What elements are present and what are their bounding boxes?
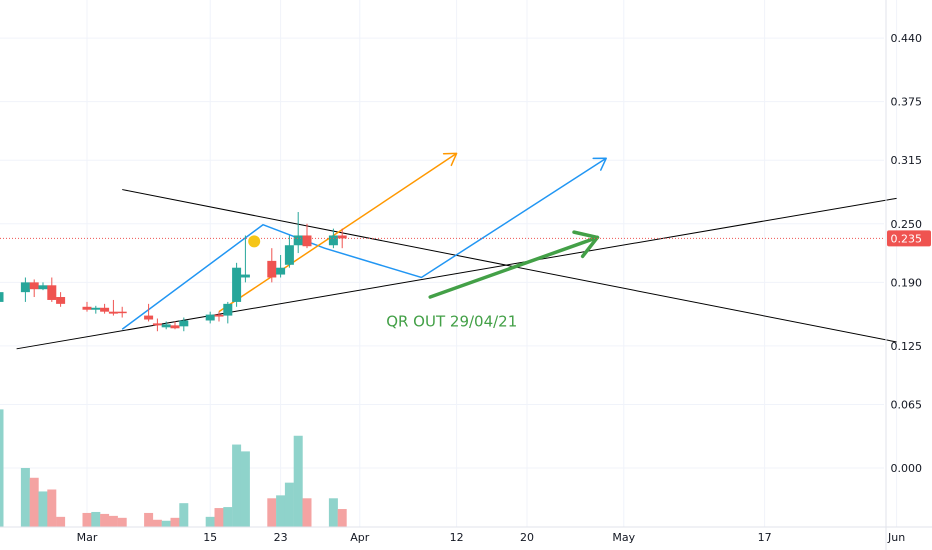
volume-bar	[47, 489, 57, 527]
time-tick-label: 15	[203, 531, 217, 544]
candle-body	[0, 292, 4, 302]
volume-bar	[205, 516, 215, 527]
candle-body	[117, 311, 127, 314]
candle-body	[144, 315, 154, 320]
blue-projection-path[interactable]	[121, 157, 607, 330]
volume-bar	[276, 495, 286, 527]
candle-body	[232, 267, 242, 302]
candles	[0, 212, 347, 332]
volume-bar	[240, 451, 250, 527]
volume-bar	[29, 477, 39, 527]
volume-bar	[337, 509, 347, 527]
volume-bar	[284, 482, 294, 527]
candle-body	[170, 325, 180, 329]
volume-bar	[328, 498, 338, 527]
time-tick-label: 12	[450, 531, 464, 544]
price-tick-label: 0.125	[891, 340, 923, 353]
candle-body	[20, 282, 30, 293]
last-price-tag: 0.235	[887, 230, 931, 247]
candle-body	[205, 314, 215, 321]
candle-body	[91, 307, 101, 310]
projection-paths[interactable]	[121, 152, 607, 330]
price-tick-label: 0.440	[891, 32, 923, 45]
volume-bar	[161, 520, 171, 527]
candle-body	[223, 303, 233, 316]
candle-body	[267, 260, 277, 278]
annotations: QR OUT 29/04/21	[386, 312, 517, 330]
time-axis[interactable]: Mar 15 23 Apr 12 20 May 17 Jun	[0, 526, 932, 544]
candle-body	[302, 235, 312, 247]
candle-body	[108, 311, 118, 314]
price-tick-label: 0.065	[891, 398, 923, 411]
volume-bars	[0, 409, 347, 527]
candle-body	[240, 274, 250, 278]
candle-body	[337, 235, 347, 239]
candle-body	[328, 235, 338, 246]
candle-body	[214, 314, 224, 317]
candle-body	[100, 307, 110, 312]
candle-body	[161, 324, 171, 328]
volume-bar	[223, 507, 233, 527]
volume-bar	[82, 512, 92, 527]
volume-bar	[152, 519, 162, 527]
candle-body	[276, 267, 286, 275]
signal-dot	[248, 235, 261, 248]
last-price-tag-bg	[887, 230, 931, 247]
volume-bar	[56, 516, 66, 527]
price-axis[interactable]: 0.440 0.375 0.315 0.250 0.190 0.125 0.065 0.000	[885, 0, 923, 550]
candle-body	[179, 320, 189, 327]
volume-bar	[170, 517, 180, 527]
time-tick-label: Apr	[350, 531, 370, 544]
volume-bar	[302, 498, 312, 527]
volume-bar	[232, 444, 242, 527]
volume-bar	[100, 513, 110, 527]
candle-body	[47, 285, 57, 300]
volume-bar	[20, 468, 30, 527]
orange-projection-path[interactable]	[218, 152, 458, 313]
candle-body	[82, 306, 92, 310]
candle-body	[56, 297, 66, 304]
last-price-label: 0.235	[891, 232, 923, 245]
volume-bar	[117, 517, 127, 527]
price-tick-label: 0.250	[891, 218, 923, 231]
price-tick-label: 0.190	[891, 276, 923, 289]
grid	[0, 0, 898, 527]
candle-body	[293, 235, 303, 246]
volume-bar	[38, 491, 48, 527]
time-tick-label: Jun	[887, 531, 905, 544]
candle-body	[152, 323, 162, 326]
blue-arrow-head	[592, 157, 607, 171]
candle-body	[284, 245, 294, 265]
volume-bar	[91, 511, 101, 527]
candle-body	[29, 282, 39, 290]
time-tick-label: May	[612, 531, 635, 544]
volume-bar	[179, 503, 189, 527]
green-arrow-head	[572, 230, 600, 259]
price-tick-label: 0.375	[891, 96, 923, 109]
volume-bar	[108, 515, 118, 527]
trendline[interactable]	[16, 197, 897, 350]
price-tick-label: 0.315	[891, 154, 923, 167]
trendline[interactable]	[122, 189, 897, 343]
time-tick-label: 23	[274, 531, 288, 544]
time-tick-label: 17	[758, 531, 772, 544]
volume-bar	[267, 498, 277, 527]
volume-bar	[144, 512, 154, 527]
time-tick-label: 20	[520, 531, 534, 544]
volume-bar	[293, 435, 303, 527]
green-arrow[interactable]	[428, 235, 600, 299]
price-tick-label: 0.000	[891, 462, 923, 475]
orange-arrow-head	[442, 152, 458, 167]
candle-body	[38, 285, 48, 290]
volume-bar	[0, 409, 4, 527]
annotation-text: QR OUT 29/04/21	[386, 312, 517, 330]
volume-bar	[214, 508, 224, 527]
trendlines[interactable]	[16, 189, 897, 350]
time-tick-label: Mar	[77, 531, 98, 544]
